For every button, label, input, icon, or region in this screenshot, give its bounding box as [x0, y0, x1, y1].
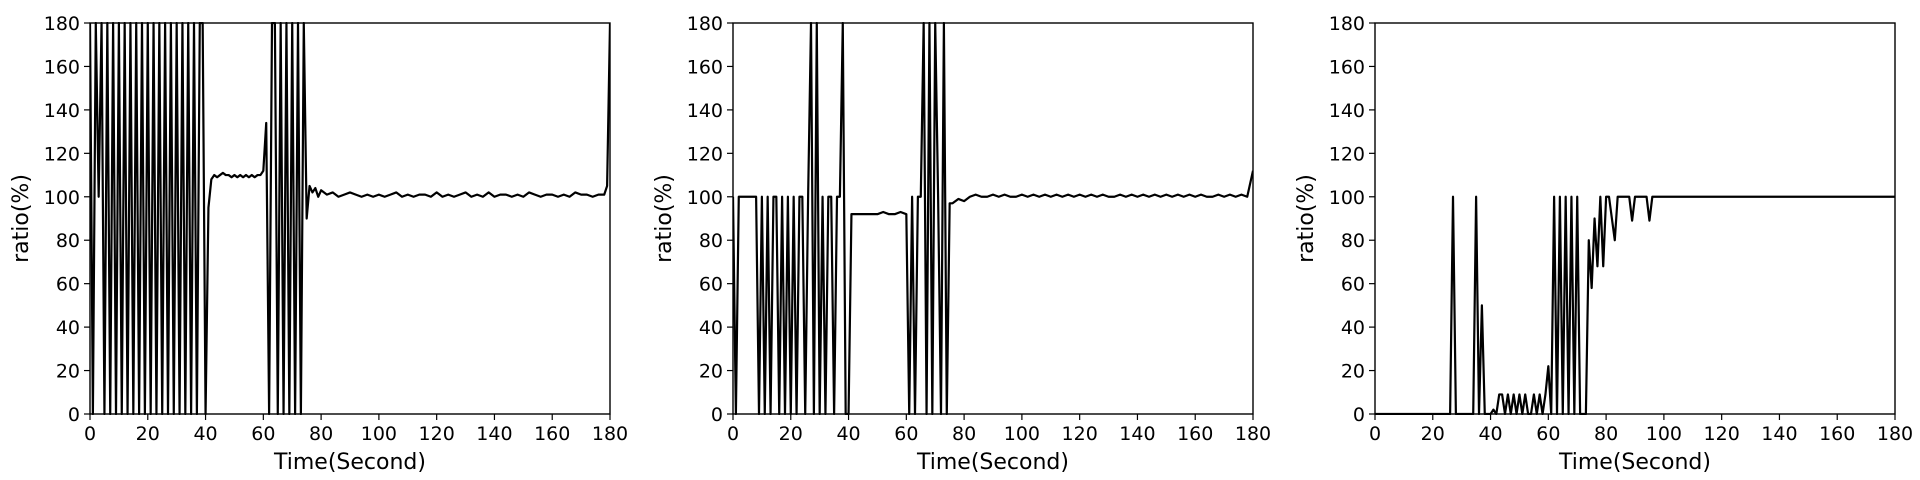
- x-axis-label: Time(Second): [1558, 450, 1711, 475]
- y-tick-label: 20: [1341, 361, 1365, 383]
- y-tick-label: 60: [1341, 274, 1365, 296]
- y-tick-label: 120: [1329, 143, 1365, 165]
- y-tick-label: 80: [56, 230, 80, 252]
- x-tick-label: 40: [836, 423, 860, 445]
- x-tick-label: 140: [1761, 423, 1797, 445]
- y-axis-label: ratio(%): [1294, 174, 1319, 263]
- y-tick-label: 0: [1353, 404, 1365, 426]
- x-tick-label: 40: [1478, 423, 1502, 445]
- y-tick-label: 180: [687, 13, 723, 35]
- x-tick-label: 40: [193, 423, 217, 445]
- y-tick-label: 180: [1329, 13, 1365, 35]
- x-tick-label: 60: [1536, 423, 1560, 445]
- x-tick-label: 0: [727, 423, 739, 445]
- x-tick-label: 160: [1177, 423, 1213, 445]
- x-tick-label: 120: [419, 423, 455, 445]
- x-tick-label: 0: [84, 423, 96, 445]
- x-tick-label: 80: [309, 423, 333, 445]
- y-tick-label: 40: [699, 317, 723, 339]
- x-tick-label: 0: [1369, 423, 1381, 445]
- y-tick-label: 100: [44, 187, 80, 209]
- x-tick-label: 60: [894, 423, 918, 445]
- y-tick-label: 140: [44, 100, 80, 122]
- y-tick-label: 60: [56, 274, 80, 296]
- y-tick-label: 160: [44, 56, 80, 78]
- plot-frame: [1374, 22, 1896, 415]
- y-tick-label: 160: [1329, 56, 1365, 78]
- x-tick-label: 20: [779, 423, 803, 445]
- y-tick-label: 140: [1329, 100, 1365, 122]
- y-tick-label: 0: [68, 404, 80, 426]
- x-tick-label: 20: [1421, 423, 1445, 445]
- x-tick-label: 180: [1877, 423, 1913, 445]
- x-tick-label: 140: [1119, 423, 1155, 445]
- y-tick-label: 80: [1341, 230, 1365, 252]
- x-tick-label: 120: [1062, 423, 1098, 445]
- y-tick-label: 0: [711, 404, 723, 426]
- x-tick-label: 160: [1819, 423, 1855, 445]
- y-tick-label: 40: [1341, 317, 1365, 339]
- series-line-1: [733, 22, 1253, 415]
- y-tick-label: 100: [1329, 187, 1365, 209]
- y-tick-label: 60: [699, 274, 723, 296]
- y-axis-label: ratio(%): [9, 174, 34, 263]
- x-axis-label: Time(Second): [916, 450, 1069, 475]
- y-tick-label: 80: [699, 230, 723, 252]
- x-tick-label: 160: [534, 423, 570, 445]
- y-tick-label: 40: [56, 317, 80, 339]
- x-tick-label: 140: [476, 423, 512, 445]
- series-line-1: [90, 22, 610, 415]
- x-tick-label: 120: [1704, 423, 1740, 445]
- plot-frame: [732, 22, 1254, 415]
- series-line-1: [1375, 195, 1895, 415]
- x-tick-label: 80: [952, 423, 976, 445]
- y-tick-label: 20: [56, 361, 80, 383]
- x-tick-label: 100: [1646, 423, 1682, 445]
- chart-3: 0 20 40 60 80 100 120 140 160 180 0 20 40 60 80 100 120 1…: [1294, 13, 1913, 475]
- chart-1: 0 20 40 60 80 100 120 140 160 180 0 20 40 60 80 100 120 1…: [9, 13, 628, 475]
- x-tick-label: 100: [361, 423, 397, 445]
- x-tick-label: 100: [1004, 423, 1040, 445]
- x-tick-label: 20: [136, 423, 160, 445]
- x-tick-label: 80: [1594, 423, 1618, 445]
- plot-frame: [89, 22, 611, 415]
- y-tick-label: 180: [44, 13, 80, 35]
- x-tick-label: 60: [251, 423, 275, 445]
- y-tick-label: 140: [687, 100, 723, 122]
- chart-2: 0 20 40 60 80 100 120 140 160 180 0 20 40 60 80 100 120 1…: [652, 13, 1271, 475]
- y-tick-label: 160: [687, 56, 723, 78]
- y-tick-label: 100: [687, 187, 723, 209]
- y-tick-label: 120: [687, 143, 723, 165]
- x-tick-label: 180: [1235, 423, 1271, 445]
- y-tick-label: 120: [44, 143, 80, 165]
- y-tick-label: 20: [699, 361, 723, 383]
- y-axis-label: ratio(%): [652, 174, 677, 263]
- x-axis-label: Time(Second): [273, 450, 426, 475]
- x-tick-label: 180: [592, 423, 628, 445]
